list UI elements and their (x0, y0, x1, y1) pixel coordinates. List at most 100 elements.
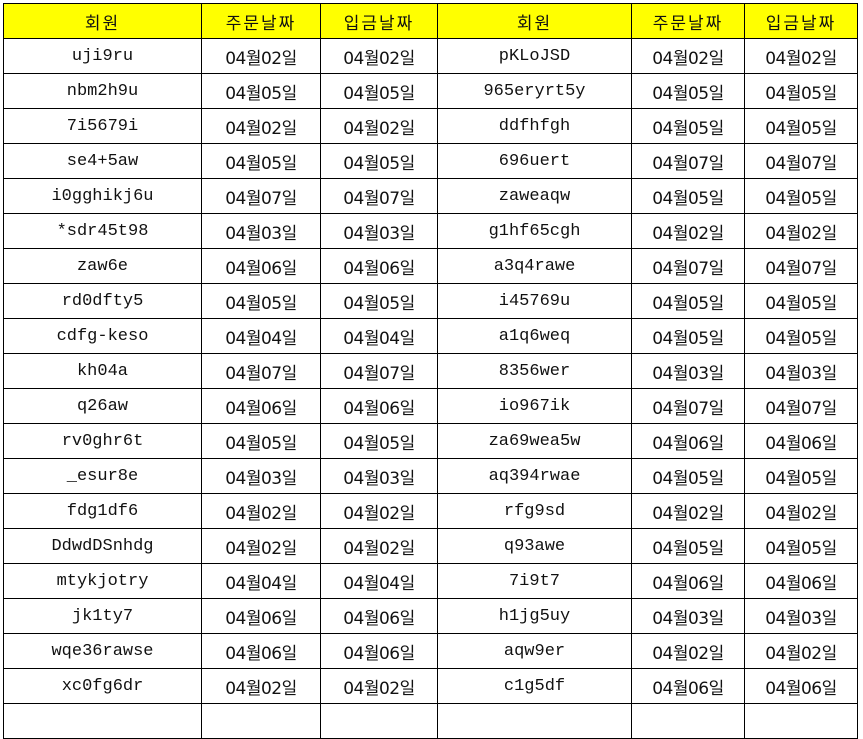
member-cell[interactable]: cdfg-keso (3, 318, 202, 354)
payment-date-cell[interactable]: 04월05일 (320, 283, 438, 319)
order-date-cell[interactable]: 04월06일 (631, 563, 745, 599)
order-date-cell[interactable]: 04월06일 (201, 248, 321, 284)
member-cell[interactable]: DdwdDSnhdg (3, 528, 202, 564)
order-date-cell[interactable]: 04월03일 (631, 353, 745, 389)
payment-date-cell[interactable]: 04월06일 (320, 248, 438, 284)
order-date-cell[interactable]: 04월05일 (201, 73, 321, 109)
member-cell[interactable]: q93awe (437, 528, 632, 564)
order-date-cell[interactable]: 04월05일 (631, 73, 745, 109)
order-date-cell[interactable]: 04월05일 (201, 143, 321, 179)
order-date-cell[interactable]: 04월02일 (201, 668, 321, 704)
payment-date-cell[interactable]: 04월05일 (744, 528, 858, 564)
payment-date-cell[interactable]: 04월05일 (320, 143, 438, 179)
payment-date-cell[interactable]: 04월05일 (744, 458, 858, 494)
order-date-cell[interactable]: 04월06일 (631, 423, 745, 459)
member-cell[interactable]: rd0dfty5 (3, 283, 202, 319)
member-cell[interactable]: kh04a (3, 353, 202, 389)
member-cell[interactable]: i45769u (437, 283, 632, 319)
member-cell[interactable]: za69wea5w (437, 423, 632, 459)
order-date-cell[interactable]: 04월02일 (631, 38, 745, 74)
order-date-cell[interactable]: 04월05일 (201, 423, 321, 459)
member-cell[interactable]: 8356wer (437, 353, 632, 389)
order-date-cell[interactable]: 04월04일 (201, 563, 321, 599)
order-date-cell[interactable]: 04월03일 (201, 458, 321, 494)
payment-date-cell[interactable]: 04월05일 (744, 283, 858, 319)
payment-date-cell[interactable]: 04월02일 (744, 213, 858, 249)
order-date-cell[interactable]: 04월07일 (201, 353, 321, 389)
member-cell[interactable]: aq394rwae (437, 458, 632, 494)
member-cell[interactable]: xc0fg6dr (3, 668, 202, 704)
member-cell[interactable]: 7i9t7 (437, 563, 632, 599)
member-cell[interactable]: a1q6weq (437, 318, 632, 354)
order-date-cell[interactable]: 04월05일 (631, 528, 745, 564)
member-cell[interactable]: rv0ghr6t (3, 423, 202, 459)
member-cell[interactable]: pKLoJSD (437, 38, 632, 74)
payment-date-cell[interactable]: 04월02일 (320, 493, 438, 529)
member-cell[interactable]: _esur8e (3, 458, 202, 494)
member-cell[interactable]: q26aw (3, 388, 202, 424)
member-cell[interactable]: a3q4rawe (437, 248, 632, 284)
header-order-date[interactable]: 주문날짜 (201, 3, 321, 39)
header-payment-date[interactable]: 입금날짜 (744, 3, 858, 39)
order-date-cell[interactable]: 04월06일 (201, 598, 321, 634)
payment-date-cell[interactable]: 04월03일 (320, 458, 438, 494)
payment-date-cell[interactable]: 04월05일 (744, 318, 858, 354)
payment-date-cell[interactable]: 04월06일 (744, 563, 858, 599)
member-cell[interactable]: zaweaqw (437, 178, 632, 214)
payment-date-cell[interactable]: 04월06일 (320, 388, 438, 424)
payment-date-cell[interactable]: 04월07일 (744, 388, 858, 424)
member-cell[interactable]: fdg1df6 (3, 493, 202, 529)
order-date-cell[interactable]: 04월06일 (201, 388, 321, 424)
payment-date-cell[interactable]: 04월02일 (320, 38, 438, 74)
order-date-cell[interactable]: 04월02일 (201, 38, 321, 74)
member-cell[interactable]: h1jg5uy (437, 598, 632, 634)
member-cell[interactable]: i0gghikj6u (3, 178, 202, 214)
payment-date-cell[interactable]: 04월05일 (744, 73, 858, 109)
order-date-cell[interactable]: 04월02일 (201, 493, 321, 529)
payment-date-cell[interactable]: 04월03일 (320, 213, 438, 249)
member-cell[interactable]: zaw6e (3, 248, 202, 284)
member-cell[interactable]: 7i5679i (3, 108, 202, 144)
payment-date-cell[interactable]: 04월02일 (320, 668, 438, 704)
order-date-cell[interactable]: 04월05일 (201, 283, 321, 319)
payment-date-cell[interactable]: 04월02일 (744, 633, 858, 669)
member-cell[interactable]: ddfhfgh (437, 108, 632, 144)
payment-date-cell[interactable]: 04월06일 (744, 668, 858, 704)
member-cell[interactable]: jk1ty7 (3, 598, 202, 634)
payment-date-cell[interactable]: 04월03일 (744, 353, 858, 389)
payment-date-cell[interactable]: 04월07일 (320, 353, 438, 389)
member-cell[interactable]: *sdr45t98 (3, 213, 202, 249)
header-member[interactable]: 회원 (437, 3, 632, 39)
member-cell[interactable]: wqe36rawse (3, 633, 202, 669)
payment-date-cell[interactable]: 04월02일 (744, 38, 858, 74)
order-date-cell[interactable]: 04월05일 (631, 283, 745, 319)
payment-date-cell[interactable]: 04월04일 (320, 563, 438, 599)
member-cell[interactable]: rfg9sd (437, 493, 632, 529)
member-cell[interactable]: uji9ru (3, 38, 202, 74)
payment-date-cell[interactable]: 04월06일 (744, 423, 858, 459)
order-date-cell[interactable]: 04월03일 (201, 213, 321, 249)
payment-date-cell[interactable]: 04월06일 (320, 633, 438, 669)
payment-date-cell[interactable]: 04월05일 (744, 108, 858, 144)
order-date-cell[interactable]: 04월02일 (201, 528, 321, 564)
member-cell[interactable]: aqw9er (437, 633, 632, 669)
order-date-cell[interactable]: 04월05일 (631, 458, 745, 494)
member-cell[interactable]: io967ik (437, 388, 632, 424)
member-cell[interactable]: 965eryrt5y (437, 73, 632, 109)
order-date-cell[interactable]: 04월03일 (631, 598, 745, 634)
order-date-cell[interactable]: 04월06일 (201, 633, 321, 669)
payment-date-cell[interactable]: 04월07일 (744, 248, 858, 284)
payment-date-cell[interactable]: 04월05일 (320, 73, 438, 109)
payment-date-cell[interactable]: 04월06일 (320, 598, 438, 634)
member-cell[interactable]: nbm2h9u (3, 73, 202, 109)
order-date-cell[interactable]: 04월05일 (631, 108, 745, 144)
payment-date-cell[interactable]: 04월02일 (320, 108, 438, 144)
member-cell[interactable]: c1g5df (437, 668, 632, 704)
order-date-cell[interactable]: 04월02일 (631, 213, 745, 249)
member-cell[interactable]: se4+5aw (3, 143, 202, 179)
order-date-cell[interactable]: 04월07일 (631, 388, 745, 424)
order-date-cell[interactable]: 04월06일 (631, 668, 745, 704)
order-date-cell[interactable]: 04월02일 (631, 493, 745, 529)
payment-date-cell[interactable]: 04월03일 (744, 598, 858, 634)
header-order-date[interactable]: 주문날짜 (631, 3, 745, 39)
